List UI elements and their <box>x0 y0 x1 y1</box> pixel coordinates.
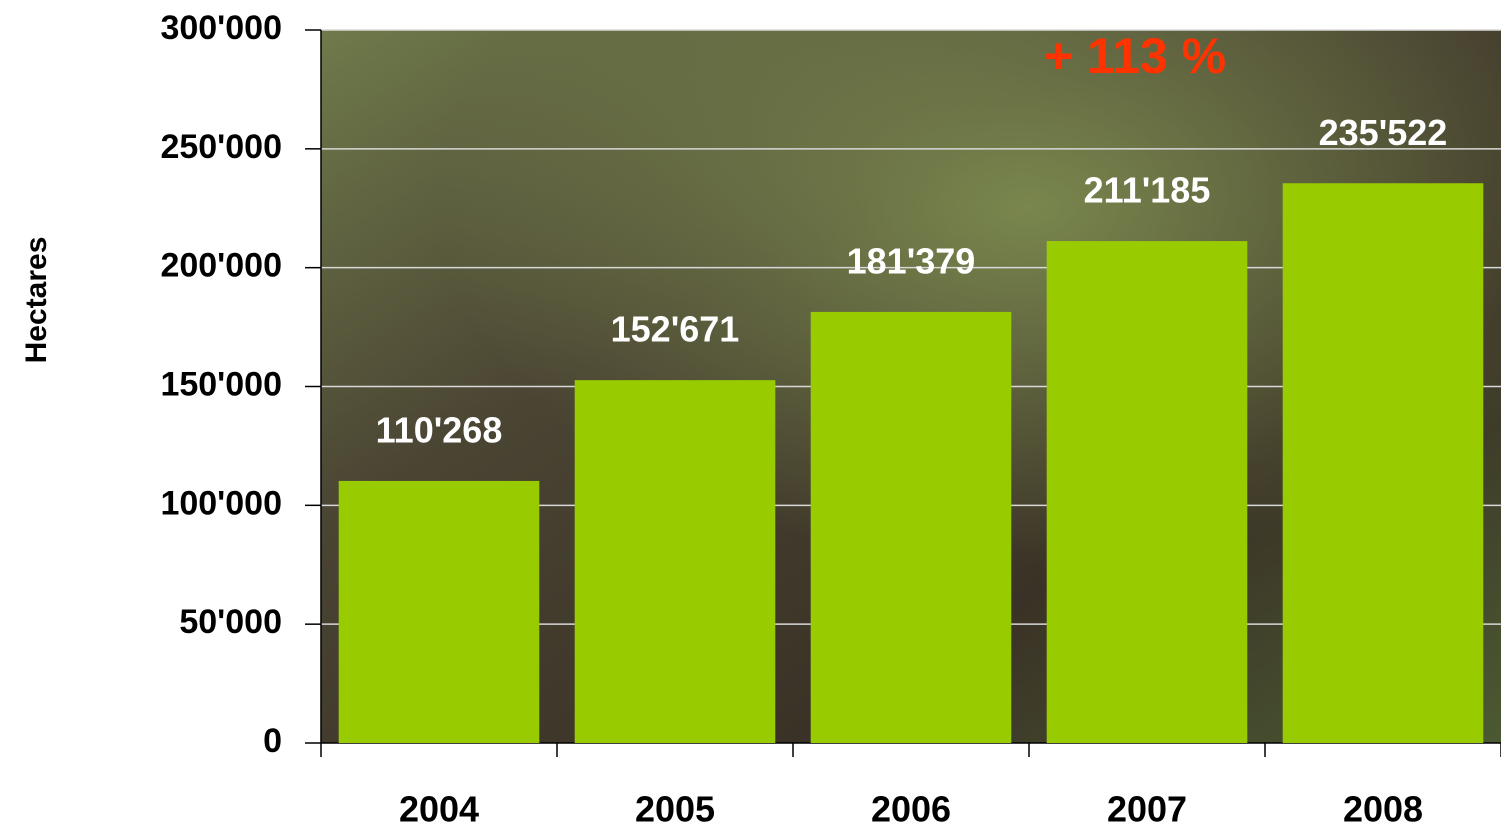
y-axis-label: Hectares <box>20 237 53 364</box>
y-tick-label: 200'000 <box>160 247 282 285</box>
bar <box>338 480 540 743</box>
x-tick-label: 2006 <box>871 789 951 830</box>
x-tick-label: 2005 <box>635 789 715 830</box>
value-label: 152'671 <box>611 309 740 350</box>
annotation: + 113 % <box>1044 28 1226 84</box>
y-tick-label: 50'000 <box>179 603 282 641</box>
bar <box>574 380 776 743</box>
value-label: 235'522 <box>1319 112 1448 153</box>
x-tick-label: 2008 <box>1343 789 1423 830</box>
bar <box>810 311 1012 743</box>
value-label: 211'185 <box>1084 170 1211 211</box>
bar <box>1282 183 1484 744</box>
value-label: 181'379 <box>847 240 976 281</box>
bar <box>1046 241 1248 743</box>
y-tick-label: 150'000 <box>160 365 282 403</box>
value-label: 110'268 <box>376 409 503 450</box>
x-tick-label: 2007 <box>1107 789 1187 830</box>
y-tick-label: 100'000 <box>160 484 282 522</box>
y-tick-label: 300'000 <box>160 9 282 47</box>
y-tick-label: 0 <box>263 722 282 760</box>
x-tick-label: 2004 <box>399 789 479 830</box>
y-tick-label: 250'000 <box>160 128 282 166</box>
